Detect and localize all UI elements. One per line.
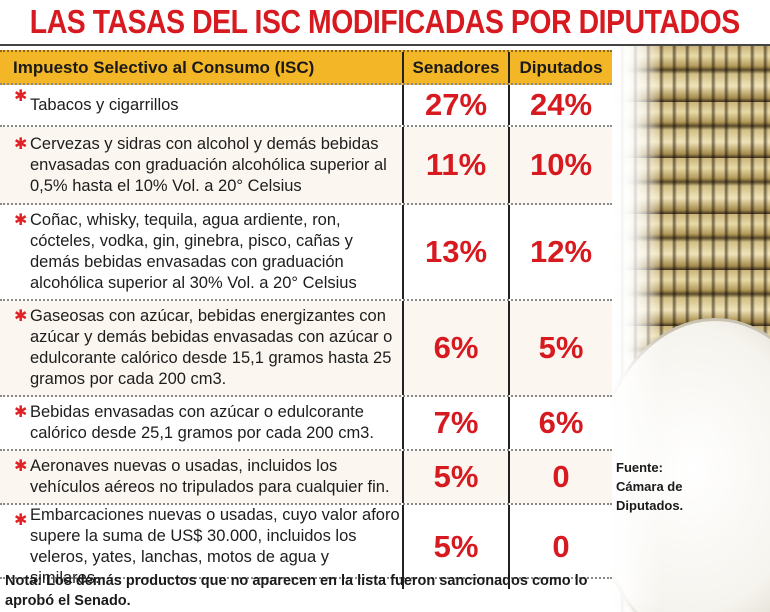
red-asterisk-icon: ✱ [14, 212, 28, 229]
senadores-value: 27% [402, 85, 508, 125]
title-bar: LAS TASAS DEL ISC MODIFICADAS POR DIPUTA… [0, 0, 770, 46]
source-credit: Fuente: Cámara de Diputados. [616, 458, 706, 515]
diputados-value: 10% [508, 127, 612, 203]
header-product: Impuesto Selectivo al Consumo (ISC) [13, 57, 315, 77]
row-item: ✱ Gaseosas con azúcar, bebidas energizan… [14, 307, 393, 388]
row-item: ✱ Tabacos y cigarrillos [14, 88, 179, 114]
senadores-value: 13% [402, 205, 508, 299]
table-row: ✱ Cervezas y sidras con alcohol y demás … [0, 127, 612, 205]
table-row: ✱ Tabacos y cigarrillos 27% 24% [0, 85, 612, 127]
senadores-value: 7% [402, 397, 508, 449]
senadores-value: 11% [402, 127, 508, 203]
senadores-value: 5% [402, 451, 508, 503]
row-item: ✱ Aeronaves nuevas o usadas, incluidos l… [14, 457, 390, 496]
row-item: ✱ Bebidas envasadas con azúcar o edulcor… [14, 403, 374, 442]
table-row: ✱ Coñac, whisky, tequila, agua ardiente,… [0, 205, 612, 301]
senadores-value: 6% [402, 301, 508, 395]
header-senadores: Senadores [402, 52, 508, 83]
coin-face-container [612, 46, 770, 612]
row-item: ✱ Embarcaciones nuevas o usadas, cuyo va… [14, 506, 400, 587]
source-value: Cámara de Diputados. [616, 479, 684, 513]
diputados-value: 12% [508, 205, 612, 299]
red-asterisk-icon: ✱ [14, 458, 28, 475]
page-title: LAS TASAS DEL ISC MODIFICADAS POR DIPUTA… [30, 3, 740, 40]
diputados-value: 24% [508, 85, 612, 125]
red-asterisk-icon: ✱ [14, 88, 28, 105]
table-row: ✱ Gaseosas con azúcar, bebidas energizan… [0, 301, 612, 397]
source-label: Fuente: [616, 460, 663, 475]
footnote: Nota: Los demás productos que no aparece… [5, 573, 588, 609]
diputados-value: 6% [508, 397, 612, 449]
header-diputados: Diputados [508, 52, 612, 83]
red-asterisk-icon: ✱ [14, 308, 28, 325]
red-asterisk-icon: ✱ [14, 404, 28, 421]
diputados-value: 0 [508, 505, 612, 589]
table-row: ✱ Bebidas envasadas con azúcar o edulcor… [0, 397, 612, 451]
table-row: ✱ Embarcaciones nuevas o usadas, cuyo va… [0, 505, 612, 589]
diputados-value: 0 [508, 451, 612, 503]
red-asterisk-icon: ✱ [14, 136, 28, 153]
row-item: ✱ Cervezas y sidras con alcohol y demás … [14, 134, 387, 195]
diputados-value: 5% [508, 301, 612, 395]
row-item: ✱ Coñac, whisky, tequila, agua ardiente,… [14, 211, 357, 292]
table-header-row: Impuesto Selectivo al Consumo (ISC) Sena… [0, 50, 612, 85]
red-asterisk-icon: ✱ [14, 512, 28, 529]
table-row: ✱ Aeronaves nuevas o usadas, incluidos l… [0, 451, 612, 505]
senadores-value: 5% [402, 505, 508, 589]
isc-rates-table: Impuesto Selectivo al Consumo (ISC) Sena… [0, 50, 612, 589]
